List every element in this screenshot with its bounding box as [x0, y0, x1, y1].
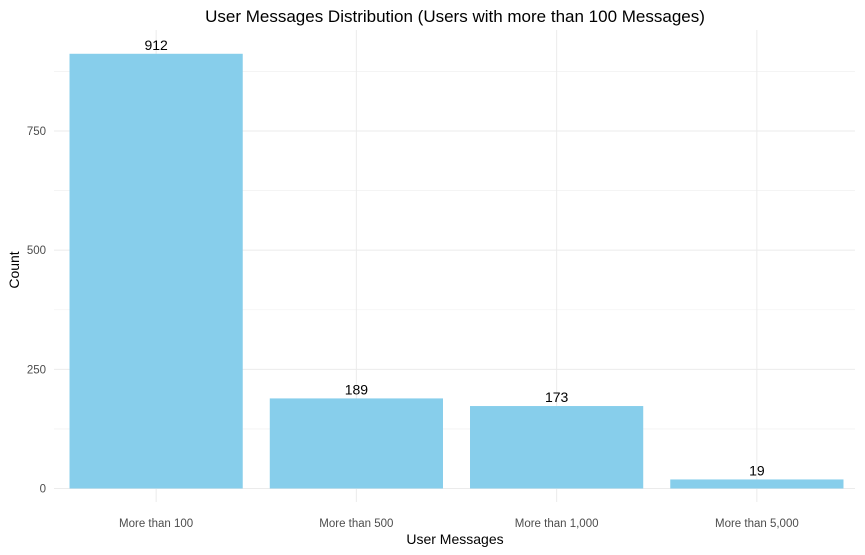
chart-title: User Messages Distribution (Users with m…	[205, 7, 705, 26]
x-axis-ticks: More than 100 More than 500 More than 1,00…	[119, 518, 799, 530]
y-tick-label: 500	[27, 245, 46, 257]
bar	[269, 398, 443, 489]
bar	[670, 479, 844, 489]
data-labels: 912 189 173 19	[144, 37, 764, 479]
data-label: 19	[749, 462, 765, 478]
data-label: 189	[345, 381, 369, 397]
x-tick-label: More than 100	[119, 518, 193, 530]
bar	[69, 53, 243, 489]
data-label: 173	[545, 389, 569, 405]
bars	[69, 53, 844, 489]
y-tick-label: 250	[27, 364, 46, 376]
y-tick-label: 750	[27, 126, 46, 138]
x-axis-title: User Messages	[406, 531, 503, 547]
x-tick-label: More than 1,000	[515, 518, 599, 530]
y-axis-title: Count	[6, 251, 22, 288]
bar	[470, 406, 644, 489]
y-axis-ticks: 0 250 500 750	[27, 126, 46, 496]
x-tick-label: More than 5,000	[715, 518, 799, 530]
y-tick-label: 0	[40, 484, 46, 496]
data-label: 912	[144, 37, 168, 53]
x-tick-label: More than 500	[319, 518, 393, 530]
